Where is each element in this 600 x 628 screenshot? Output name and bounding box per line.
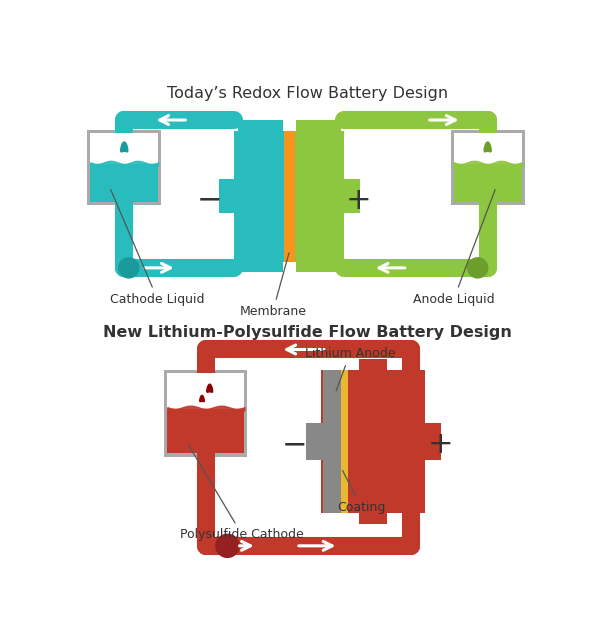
Bar (284, 131, 295, 262)
Bar (296, 120, 341, 133)
Bar (341, 371, 347, 512)
Bar (451, 130, 524, 205)
Bar (235, 131, 287, 262)
Bar (91, 133, 158, 202)
Bar (91, 164, 158, 202)
Bar (167, 409, 244, 453)
Bar (238, 120, 283, 133)
Circle shape (119, 258, 139, 278)
Polygon shape (200, 396, 204, 402)
Bar (341, 378, 347, 505)
Bar (454, 133, 521, 202)
Polygon shape (207, 384, 212, 392)
Bar (359, 359, 387, 372)
Bar (323, 371, 346, 512)
Bar (454, 164, 521, 202)
Bar (306, 423, 325, 460)
Text: +: + (346, 186, 371, 215)
Text: Anode Liquid: Anode Liquid (413, 190, 495, 305)
Text: −: − (197, 186, 223, 215)
Bar (359, 511, 387, 524)
Text: Today’s Redox Flow Battery Design: Today’s Redox Flow Battery Design (167, 86, 448, 101)
Text: Coating: Coating (337, 470, 386, 514)
Text: +: + (428, 430, 454, 460)
Polygon shape (484, 142, 491, 152)
Bar (424, 423, 441, 460)
Circle shape (216, 534, 239, 558)
Bar (296, 260, 341, 273)
Bar (322, 371, 425, 512)
Circle shape (467, 258, 488, 278)
Bar (343, 180, 360, 213)
Polygon shape (121, 142, 128, 152)
Text: New Lithium-Polysulfide Flow Battery Design: New Lithium-Polysulfide Flow Battery Des… (103, 325, 512, 340)
Text: Cathode Liquid: Cathode Liquid (110, 190, 205, 305)
Text: Lithium Anode: Lithium Anode (305, 347, 395, 391)
Bar (292, 131, 344, 262)
Bar (219, 180, 236, 213)
Text: Polysulfide Cathode: Polysulfide Cathode (180, 444, 304, 541)
Text: Membrane: Membrane (239, 253, 307, 318)
Text: −: − (281, 430, 307, 460)
Bar (238, 260, 283, 273)
Bar (164, 369, 247, 457)
Bar (87, 130, 161, 205)
Bar (167, 372, 244, 453)
